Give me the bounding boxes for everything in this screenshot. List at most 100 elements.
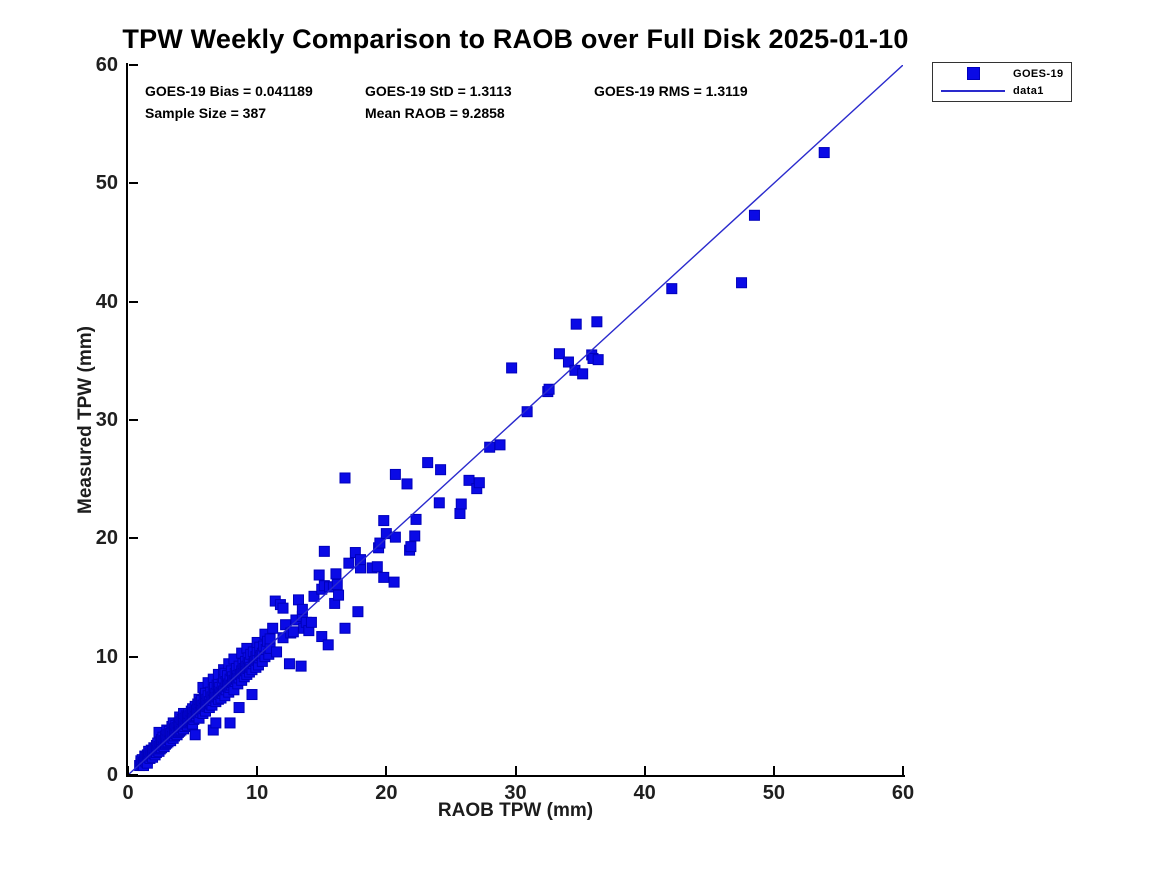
scatter-point — [433, 497, 445, 509]
scatter-point — [570, 318, 582, 330]
scatter-point — [233, 702, 245, 714]
plot-area — [127, 64, 904, 776]
x-tick-label: 60 — [891, 782, 915, 804]
scatter-point — [378, 571, 390, 583]
scatter-point — [283, 658, 295, 670]
stat-mean-raob: Mean RAOB = 9.2858 — [365, 105, 505, 121]
y-tick — [129, 537, 138, 540]
scatter-point — [339, 622, 351, 634]
scatter-point — [577, 368, 589, 380]
scatter-point — [316, 631, 328, 643]
legend-label-data1: data1 — [1013, 84, 1044, 97]
scatter-point — [295, 660, 307, 672]
scatter-point — [454, 507, 466, 519]
scatter-point — [308, 590, 320, 602]
scatter-point — [389, 468, 401, 480]
scatter-point — [355, 554, 366, 566]
x-tick-label: 30 — [504, 782, 527, 804]
scatter-point — [506, 362, 518, 374]
y-tick-label: 40 — [95, 290, 118, 313]
stat-sample-size: Sample Size = 387 — [145, 105, 267, 121]
x-tick — [127, 766, 129, 775]
y-tick — [129, 774, 138, 776]
legend-entry-goes19: GOES-19 — [933, 67, 1071, 80]
scatter-point — [435, 464, 447, 476]
scatter-point — [318, 545, 330, 557]
scatter-point — [380, 528, 392, 540]
scatter-point — [189, 729, 201, 741]
scatter-point — [333, 589, 345, 601]
x-tick — [385, 766, 388, 775]
scatter-point — [246, 689, 258, 701]
x-tick — [514, 766, 517, 775]
scatter-point — [473, 477, 485, 489]
scatter-point — [371, 561, 383, 573]
y-tick-label: 10 — [95, 645, 118, 668]
scatter-point — [388, 576, 400, 588]
x-tick — [256, 766, 259, 775]
scatter-point — [818, 147, 830, 159]
scatter-point — [293, 594, 304, 606]
y-tick — [129, 64, 138, 66]
scatter-point — [224, 717, 236, 729]
legend-square-marker-icon — [966, 67, 980, 80]
scatter-point — [736, 277, 748, 289]
y-tick-label: 30 — [95, 409, 118, 431]
y-tick — [129, 300, 138, 303]
scatter-point — [378, 515, 390, 527]
scatter-point — [374, 537, 386, 549]
scatter-point — [330, 568, 342, 580]
scatter-point — [553, 348, 565, 360]
scatter-point — [352, 606, 364, 618]
x-tick-label: 0 — [122, 782, 134, 804]
scatter-plot — [127, 64, 904, 776]
identity-line — [127, 64, 904, 776]
scatter-point — [331, 578, 343, 590]
y-axis-line — [126, 63, 128, 777]
scatter-point — [591, 316, 603, 328]
x-tick-label: 40 — [633, 782, 656, 804]
scatter-point — [562, 356, 574, 368]
scatter-point — [410, 513, 422, 525]
stat-bias: GOES-19 Bias = 0.041189 — [145, 83, 313, 99]
scatter-point — [748, 209, 760, 221]
scatter-point — [389, 531, 401, 543]
legend-entry-data1: data1 — [933, 84, 1071, 97]
scatter-point — [287, 626, 299, 638]
x-tick-label: 20 — [375, 782, 398, 804]
x-tick-label: 10 — [246, 782, 269, 804]
scatter-point — [267, 622, 279, 634]
y-tick — [129, 182, 138, 185]
scatter-point — [277, 602, 289, 614]
legend-line-icon — [941, 89, 1005, 92]
y-tick — [129, 655, 138, 658]
stat-std: GOES-19 StD = 1.3113 — [365, 83, 512, 99]
scatter-point — [521, 406, 533, 418]
scatter-point — [305, 616, 317, 628]
x-axis-label: RAOB TPW (mm) — [437, 800, 594, 821]
x-axis-line — [126, 775, 905, 777]
scatter-point — [405, 541, 417, 553]
stat-rms: GOES-19 RMS = 1.3119 — [594, 83, 748, 99]
x-tick — [902, 766, 904, 775]
scatter-point — [409, 530, 421, 542]
chart-title: TPW Weekly Comparison to RAOB over Full … — [122, 24, 909, 54]
scatter-point — [322, 639, 334, 651]
scatter-point — [666, 283, 678, 295]
legend: GOES-19 data1 — [932, 62, 1072, 102]
x-tick — [772, 766, 775, 775]
scatter-point — [271, 646, 283, 658]
y-tick-label: 50 — [95, 172, 118, 195]
y-tick-label: 0 — [106, 764, 118, 786]
scatter-point — [210, 717, 222, 729]
scatter-point — [422, 457, 434, 469]
scatter-point — [313, 569, 325, 581]
scatter-point — [494, 439, 506, 451]
y-tick-label: 20 — [95, 527, 118, 550]
x-tick — [643, 766, 646, 775]
y-tick — [129, 419, 138, 421]
scatter-point — [339, 472, 351, 484]
legend-label-goes19: GOES-19 — [1013, 67, 1064, 80]
scatter-point — [455, 498, 467, 510]
